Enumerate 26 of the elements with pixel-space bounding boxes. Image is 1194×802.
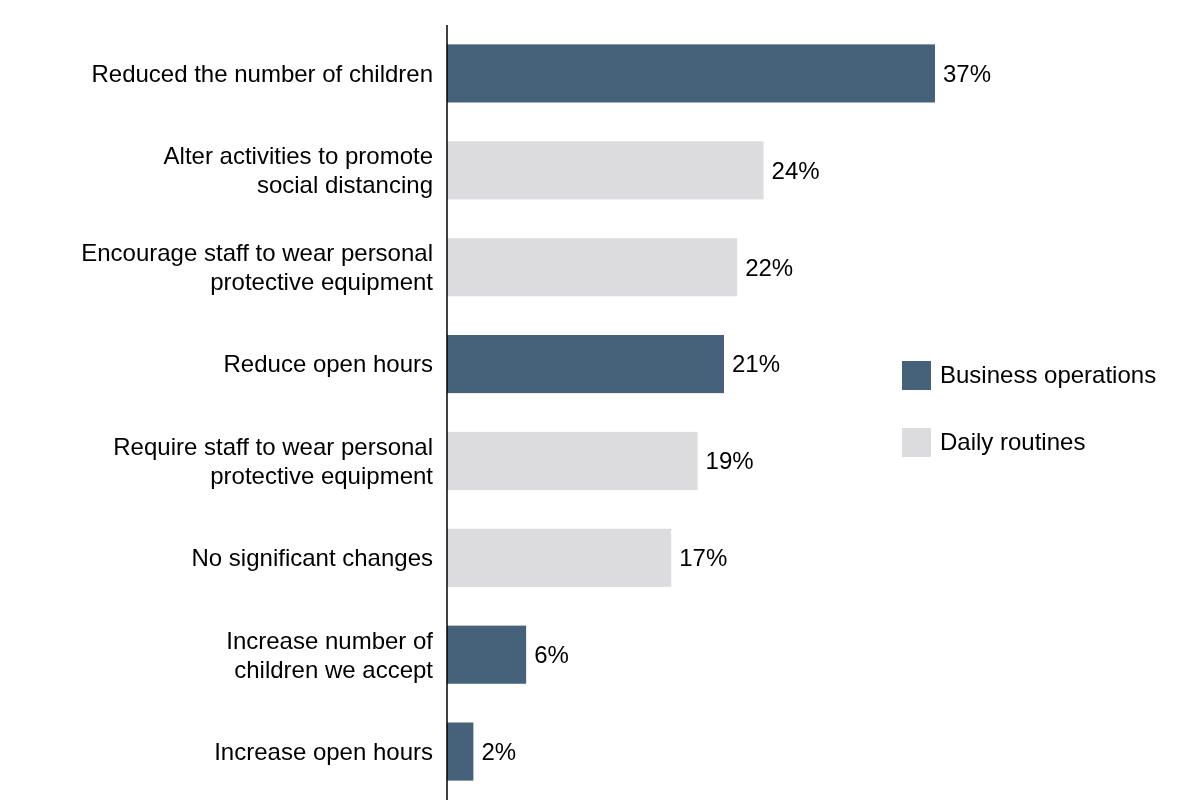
bar [447,335,724,394]
y-tick-label: Increase number of children we accept [226,626,434,683]
y-tick-label: Reduce open hours [223,350,433,378]
bar [447,44,935,103]
y-tick-label: No significant changes [191,544,433,572]
bar [447,722,474,781]
legend-label: Business operations [940,361,1157,389]
y-tick-label: Require staff to wear personal protective equipment [113,432,434,489]
data-label: 6% [534,641,569,669]
y-tick-label: Increase open hours [214,737,433,765]
data-label: 19% [705,447,754,475]
y-tick-label: Encourage staff to wear personal protective equipment [81,239,434,296]
data-label: 22% [745,253,794,281]
data-label: 37% [943,59,992,87]
legend-label: Daily routines [940,428,1086,456]
y-tick-label: Alter activities to promote social distancing [163,142,433,199]
data-label: 24% [771,156,820,184]
bar [447,625,527,684]
data-label: 17% [679,544,728,572]
bar [447,141,764,200]
bar [447,431,698,490]
bar [447,528,672,587]
data-label: 2% [481,737,517,765]
y-tick-label: Reduced the number of children [91,59,433,87]
data-label: 21% [731,350,781,378]
bar [447,238,738,297]
